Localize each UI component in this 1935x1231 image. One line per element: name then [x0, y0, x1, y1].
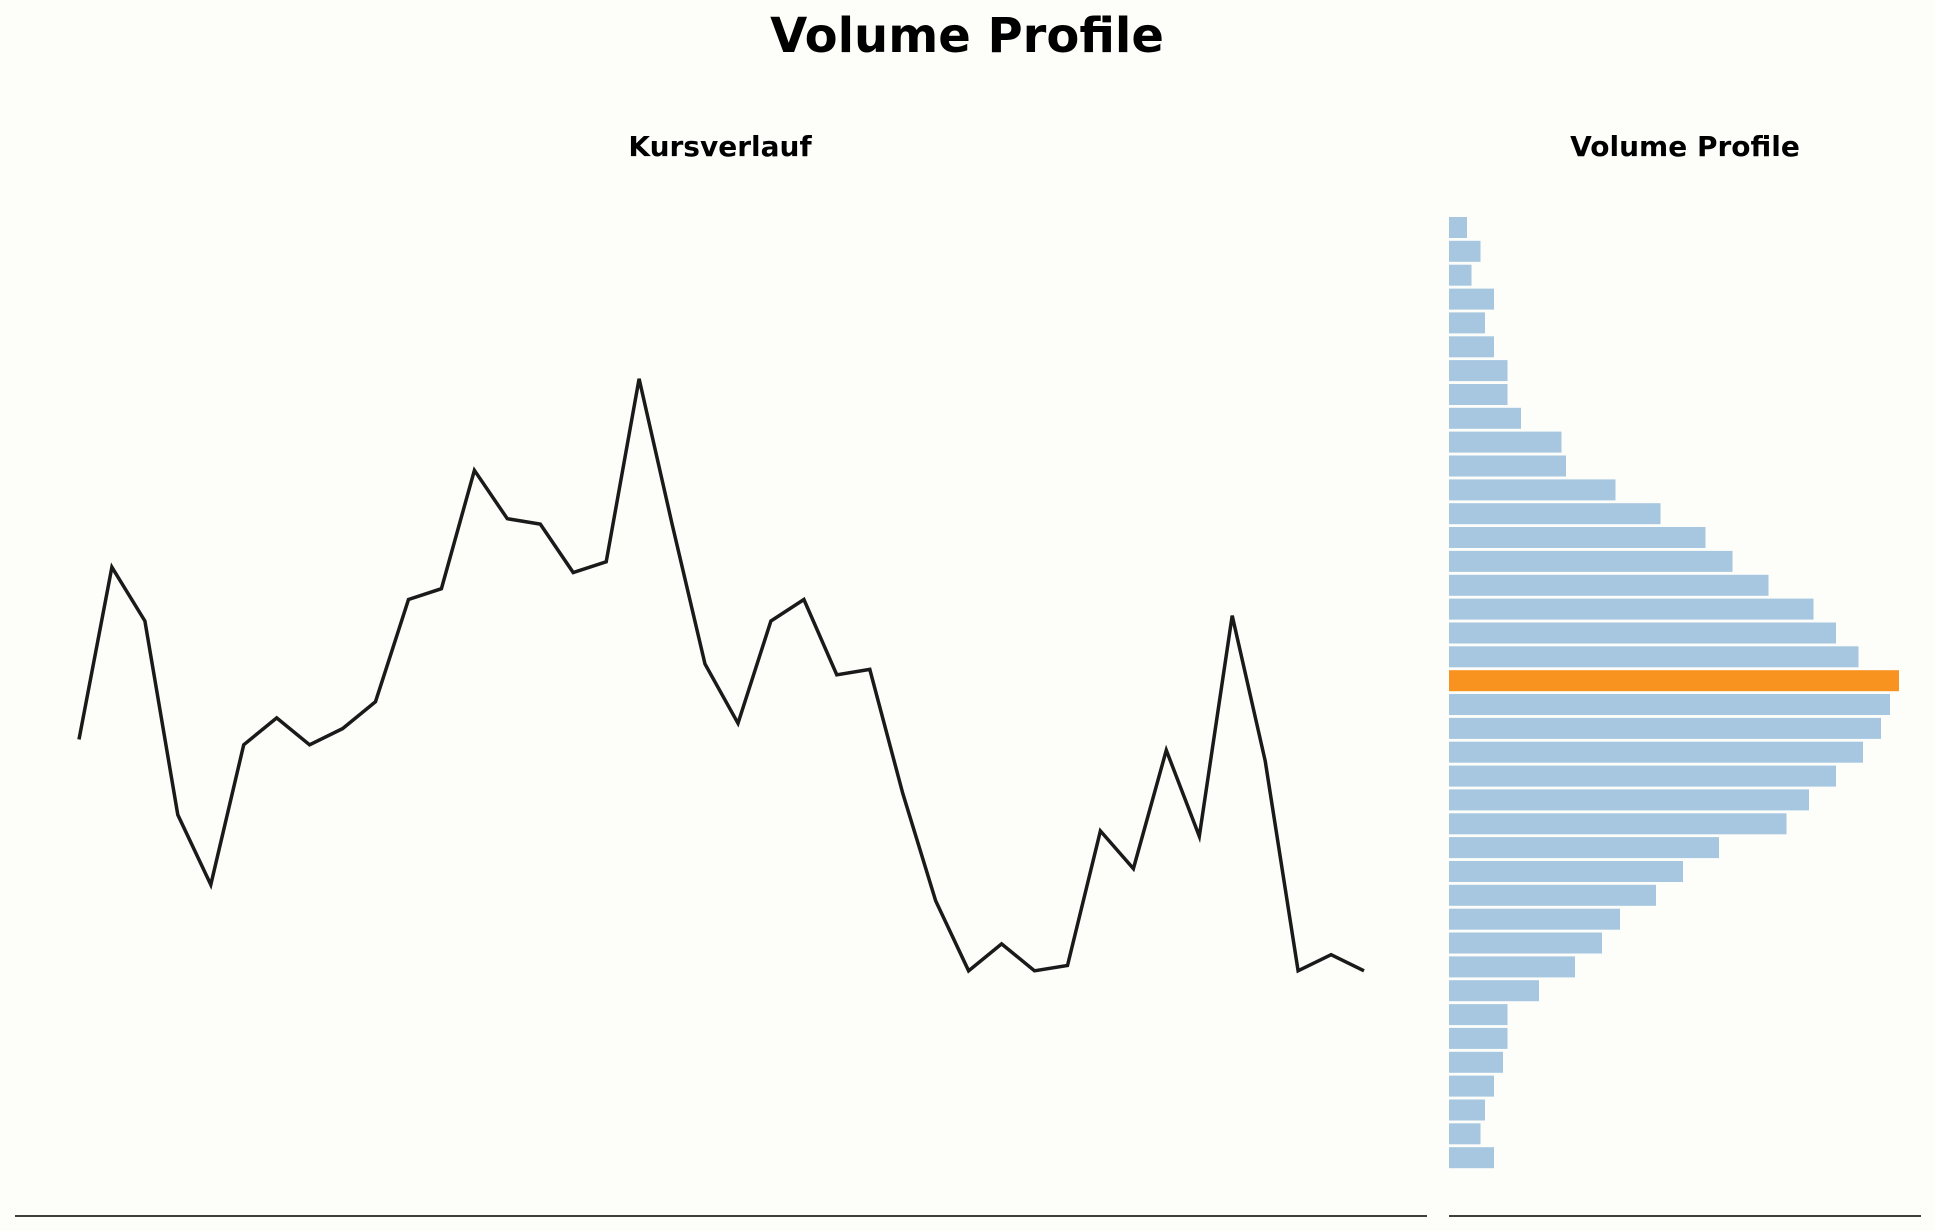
- volume-bars: [1449, 217, 1899, 1169]
- volume-bar: [1449, 789, 1809, 811]
- volume-bar: [1449, 884, 1656, 906]
- price-panel-title: Kursverlauf: [628, 130, 812, 163]
- volume-bar: [1449, 407, 1521, 429]
- volume-bar: [1449, 1099, 1485, 1121]
- volume-bar: [1449, 360, 1508, 382]
- volume-bar: [1449, 1051, 1503, 1073]
- volume-bar: [1449, 1027, 1508, 1049]
- price-panel: Kursverlauf: [15, 130, 1427, 1217]
- volume-bar: [1449, 503, 1661, 525]
- volume-bar: [1449, 717, 1881, 739]
- volume-bar: [1449, 1147, 1494, 1169]
- volume-bar: [1449, 813, 1787, 835]
- volume-bar: [1449, 932, 1602, 954]
- volume-bar: [1449, 384, 1508, 405]
- volume-bar: [1449, 861, 1683, 882]
- volume-bar: [1449, 1075, 1494, 1097]
- volume-bar: [1449, 574, 1769, 596]
- volume-bar: [1449, 431, 1562, 453]
- price-line: [77, 378, 1365, 974]
- volume-bar: [1449, 956, 1575, 978]
- volume-bar: [1449, 312, 1485, 334]
- volume-panel: Volume Profile: [1449, 130, 1921, 1217]
- volume-bar: [1449, 288, 1494, 310]
- volume-bar: [1449, 479, 1616, 501]
- volume-bar: [1449, 217, 1467, 238]
- volume-bar: [1449, 1004, 1508, 1026]
- volume-bar: [1449, 455, 1566, 477]
- volume-bar: [1449, 264, 1472, 286]
- volume-bar: [1449, 741, 1863, 763]
- volume-bar: [1449, 598, 1814, 620]
- volume-bar: [1449, 550, 1733, 572]
- volume-panel-title: Volume Profile: [1570, 130, 1800, 163]
- volume-bar: [1449, 622, 1836, 644]
- volume-bar: [1449, 1123, 1481, 1145]
- volume-bar-poc: [1449, 670, 1899, 692]
- volume-bar: [1449, 527, 1706, 548]
- volume-bar: [1449, 765, 1836, 787]
- figure-title: Volume Profile: [770, 8, 1164, 64]
- volume-bar: [1449, 980, 1539, 1002]
- volume-bar: [1449, 694, 1890, 715]
- volume-bar: [1449, 336, 1494, 358]
- volume-bar: [1449, 837, 1719, 859]
- volume-bar: [1449, 240, 1481, 262]
- volume-bar: [1449, 908, 1620, 930]
- volume-bar: [1449, 646, 1859, 668]
